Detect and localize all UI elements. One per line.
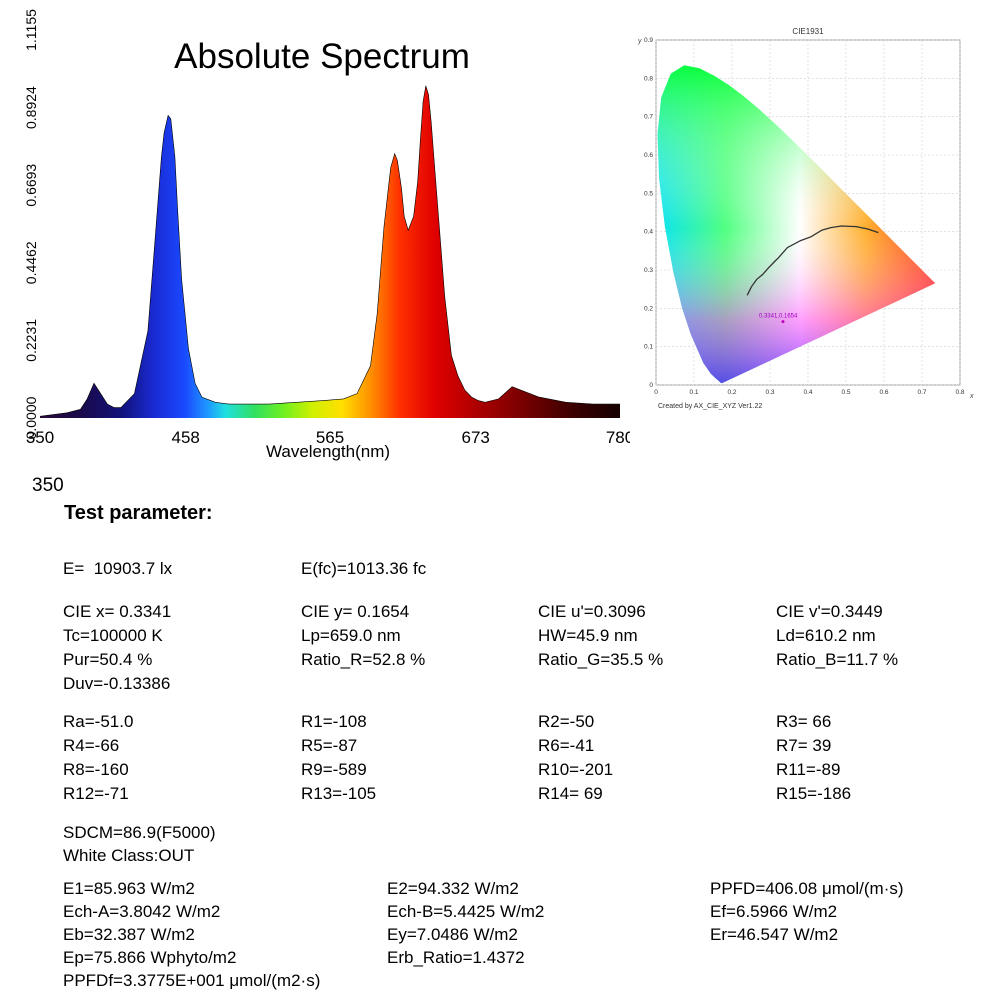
cie-x-tick-0.2: 0.2	[727, 389, 736, 396]
cie-x-tick-0.5: 0.5	[841, 389, 850, 396]
cie-x-tick-0.1: 0.1	[689, 389, 698, 396]
cri-param-r0-c2: R2=-50	[538, 712, 595, 731]
irradiance-param-r2-c1: Ey=7.0486 W/m2	[387, 925, 518, 944]
cie-x-tick-0.6: 0.6	[879, 389, 888, 396]
cie-x-tick-0.7: 0.7	[917, 389, 926, 396]
cie-param-r1-c2: HW=45.9 nm	[538, 626, 638, 645]
illuminance-E: E= 10903.7 lx	[63, 559, 173, 578]
cri-param-r3-c0: R12=-71	[63, 784, 129, 803]
cie-param-r1-c1: Lp=659.0 nm	[301, 626, 401, 645]
spectrum-x-axis-label: Wavelength(nm)	[266, 442, 390, 461]
irradiance-param-r1-c2: Ef=6.5966 W/m2	[710, 902, 838, 921]
spectrum-y-tick-0.0000: 0.0000	[23, 396, 39, 439]
spectrum-y-tick-0.8924: 0.8924	[23, 86, 39, 129]
chromaticity-point-label: 0.3341,0.1654	[759, 314, 798, 320]
cri-param-r3-c2: R14= 69	[538, 784, 603, 803]
cie-param-r2-c0: Pur=50.4 %	[63, 650, 153, 669]
cie-param-r0-c3: CIE v'=0.3449	[776, 602, 883, 621]
test-parameter-heading: Test parameter:	[64, 502, 213, 524]
cie-param-r3-c0: Duv=-0.13386	[63, 674, 171, 693]
cie-y-tick-0: 0	[649, 382, 653, 389]
irradiance-param-r2-c0: Eb=32.387 W/m2	[63, 925, 195, 944]
cri-param-r2-c0: R8=-160	[63, 760, 129, 779]
cie-x-tick-0: 0	[654, 389, 658, 396]
cie-footer: Created by AX_CIE_XYZ Ver1.22	[658, 403, 762, 410]
cie-param-r2-c2: Ratio_G=35.5 %	[538, 650, 664, 669]
cie-x-tick-0.4: 0.4	[803, 389, 812, 396]
spectrum-title: Absolute Spectrum	[174, 37, 470, 76]
cie-y-tick-0.4: 0.4	[644, 229, 653, 236]
spectrum-line	[39, 85, 620, 417]
cri-param-r3-c3: R15=-186	[776, 784, 852, 803]
cri-param-r0-c1: R1=-108	[301, 712, 367, 731]
cri-param-r1-c1: R5=-87	[301, 736, 358, 755]
cie-locus-overlay	[657, 65, 936, 384]
spectrum-area	[40, 85, 620, 419]
cie-chart: 0.3341,0.1654 0 0.1 0.2 0.3 0.4 0.5 0.6 0.7 0.8 0…	[637, 27, 974, 410]
cie-x-axis-letter: x	[969, 393, 974, 400]
irradiance-param-r3-c1: Erb_Ratio=1.4372	[387, 948, 525, 967]
spectrum-y-tick-0.4462: 0.4462	[23, 241, 39, 284]
cie-y-tick-0.2: 0.2	[644, 305, 653, 312]
cie-y-tick-0.3: 0.3	[644, 267, 653, 274]
spectrum-y-tick-0.6693: 0.6693	[23, 164, 39, 207]
spectrum-chart: 0.0000 0.2231 0.4462 0.6693 0.8924 1.1155 350…	[23, 9, 630, 496]
cie-param-r2-c3: Ratio_B=11.7 %	[776, 650, 899, 669]
irradiance-param-r0-c1: E2=94.332 W/m2	[387, 879, 519, 898]
cie-x-tick-0.3: 0.3	[765, 389, 774, 396]
planckian-locus	[746, 225, 879, 296]
spectrum-x-tick-350: 350	[26, 428, 54, 447]
cie-y-tick-0.6: 0.6	[644, 152, 653, 159]
cie-x-tick-0.8: 0.8	[955, 389, 964, 396]
sdcm-value: SDCM=86.9(F5000)	[63, 823, 216, 842]
irradiance-param-r4-c0: PPFDf=3.3775E+001 μmol/(m2·s)	[63, 971, 321, 990]
cie-title: CIE1931	[792, 27, 824, 36]
cie-y-tick-0.8: 0.8	[644, 75, 653, 82]
cri-param-r3-c1: R13=-105	[301, 784, 377, 803]
irradiance-param-r0-c0: E1=85.963 W/m2	[63, 879, 195, 898]
cri-param-r1-c2: R6=-41	[538, 736, 595, 755]
illuminance-Efc: E(fc)=1013.36 fc	[301, 559, 427, 578]
cie-param-r0-c0: CIE x= 0.3341	[63, 602, 172, 621]
irradiance-param-r1-c0: Ech-A=3.8042 W/m2	[63, 902, 221, 921]
chromaticity-point	[781, 320, 785, 324]
cie-param-r0-c1: CIE y= 0.1654	[301, 602, 410, 621]
stray-axis-label: 350	[32, 475, 64, 496]
cri-param-r1-c3: R7= 39	[776, 736, 832, 755]
cie-y-axis-letter: y	[637, 38, 642, 45]
spectrum-x-tick-458: 458	[171, 428, 199, 447]
cri-param-r2-c3: R11=-89	[776, 760, 841, 779]
cie-param-r0-c2: CIE u'=0.3096	[538, 602, 646, 621]
irradiance-param-r3-c0: Ep=75.866 Wphyto/m2	[63, 948, 237, 967]
cie-y-tick-0.7: 0.7	[644, 114, 653, 121]
irradiance-param-r1-c1: Ech-B=5.4425 W/m2	[387, 902, 545, 921]
white-class-value: White Class:OUT	[63, 846, 195, 865]
cri-param-r2-c1: R9=-589	[301, 760, 367, 779]
cie-param-r1-c0: Tc=100000 K	[63, 626, 163, 645]
irradiance-param-r0-c2: PPFD=406.08 μmol/(m·s)	[710, 879, 904, 898]
spectrum-y-tick-0.2231: 0.2231	[23, 319, 39, 362]
cie-param-r2-c1: Ratio_R=52.8 %	[301, 650, 426, 669]
cri-param-r0-c3: R3= 66	[776, 712, 832, 731]
spectrum-x-tick-565: 565	[316, 428, 344, 447]
spectrum-y-tick-1.1155: 1.1155	[23, 9, 39, 51]
cie-y-tick-0.1: 0.1	[644, 344, 653, 351]
cie-y-tick-0.9: 0.9	[644, 37, 653, 44]
cri-param-r0-c0: Ra=-51.0	[63, 712, 134, 731]
cri-param-r1-c0: R4=-66	[63, 736, 120, 755]
spectrum-x-tick-673: 673	[461, 428, 489, 447]
cie-param-r1-c3: Ld=610.2 nm	[776, 626, 876, 645]
irradiance-param-r2-c2: Er=46.547 W/m2	[710, 925, 839, 944]
cri-param-r2-c2: R10=-201	[538, 760, 614, 779]
cie-y-tick-0.5: 0.5	[644, 190, 653, 197]
spectrum-x-tick-780: 780	[606, 428, 630, 447]
